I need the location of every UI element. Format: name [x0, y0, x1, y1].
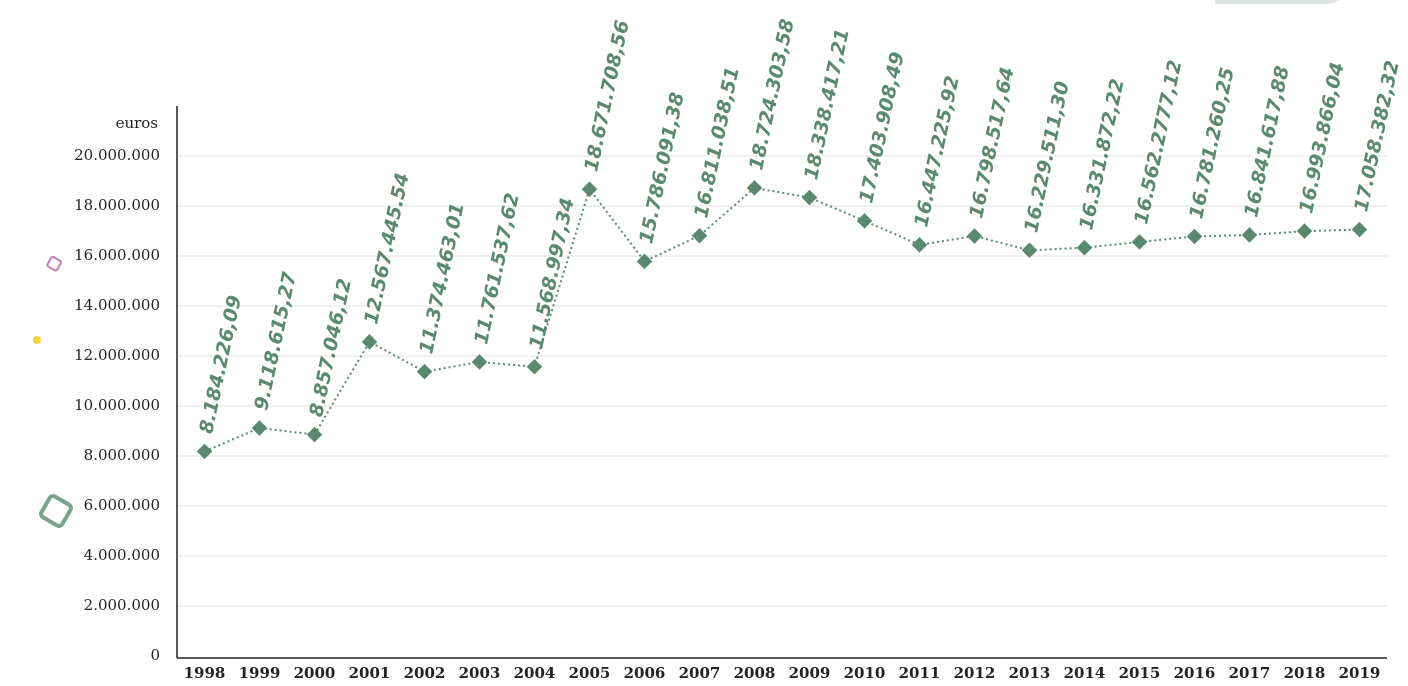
value-label: 16.993.866,04	[1295, 60, 1349, 215]
x-tick-label: 2016	[1174, 664, 1216, 682]
value-label: 16.331.872,22	[1075, 77, 1129, 232]
marker	[471, 354, 488, 370]
value-label: 16.798.517,64	[965, 65, 1019, 220]
marker	[196, 443, 213, 460]
y-tick-label: 6.000.000	[84, 496, 160, 514]
y-tick-label: 2.000.000	[84, 596, 160, 614]
x-tick-label: 2011	[899, 664, 941, 682]
marker	[361, 334, 378, 350]
decoration	[39, 494, 73, 528]
x-tick-label: 1998	[184, 664, 226, 682]
marker	[801, 189, 818, 206]
marker	[526, 358, 543, 375]
marker	[416, 363, 433, 380]
x-tick-label: 2014	[1064, 664, 1106, 682]
x-tick-label: 2019	[1339, 664, 1381, 682]
x-tick-label: 2009	[789, 664, 831, 682]
marker	[746, 180, 763, 196]
y-tick-label: 10.000.000	[74, 396, 160, 414]
x-tick-label: 2015	[1119, 664, 1161, 682]
value-label: 11.761.537,62	[470, 191, 524, 346]
value-label: 18.338.417,21	[800, 27, 854, 182]
decoration	[33, 336, 41, 344]
marker	[581, 181, 598, 197]
marker	[1076, 239, 1093, 256]
marker	[1296, 223, 1313, 239]
decoration	[46, 255, 62, 272]
marker	[911, 237, 928, 253]
value-label: 18.724.303,58	[745, 17, 799, 172]
value-label: 8.857.046,12	[305, 277, 356, 419]
value-label: 17.058.382,32	[1350, 59, 1404, 214]
x-tick-label: 2012	[954, 664, 996, 682]
x-tick-label: 1999	[239, 664, 281, 682]
y-tick-label: 4.000.000	[84, 546, 160, 564]
value-label: 16.841.617,88	[1240, 64, 1294, 219]
y-tick-label: 16.000.000	[74, 246, 160, 264]
x-tick-label: 2003	[459, 664, 501, 682]
marker	[856, 213, 873, 229]
marker	[1131, 234, 1148, 250]
value-label: 17.403.908,49	[855, 50, 909, 205]
value-label: 18.671.708,56	[580, 18, 634, 173]
y-axis-label: euros	[116, 114, 158, 132]
x-tick-label: 2001	[349, 664, 391, 682]
value-label: 12.567.445.54	[360, 171, 414, 326]
marker	[1241, 227, 1258, 243]
x-tick-label: 2018	[1284, 664, 1326, 682]
x-tick-label: 2013	[1009, 664, 1051, 682]
x-tick-label: 2008	[734, 664, 776, 682]
y-tick-label: 20.000.000	[74, 146, 160, 164]
value-label: 16.781.260,25	[1185, 66, 1239, 221]
marker	[306, 426, 323, 443]
x-tick-label: 2002	[404, 664, 446, 682]
value-label: 16.811.038,51	[690, 65, 744, 220]
x-tick-label: 2005	[569, 664, 611, 682]
value-label: 16.229.511,30	[1020, 79, 1074, 234]
y-tick-label: 0	[150, 646, 160, 664]
plot: 8.184.226,09 9.118.615,27 8.857.046,1212.5…	[195, 17, 1404, 460]
y-tick-label: 8.000.000	[84, 446, 160, 464]
x-tick-label: 2000	[294, 664, 336, 682]
value-label: 8.184.226,09	[195, 293, 246, 435]
grid	[177, 155, 1387, 607]
marker	[966, 228, 983, 244]
marker	[251, 420, 268, 436]
x-tick-label: 2006	[624, 664, 666, 682]
y-tick-label: 18.000.000	[74, 196, 160, 214]
y-tick-label: 12.000.000	[74, 346, 160, 364]
decoration	[1215, 0, 1340, 4]
marker	[1021, 242, 1038, 259]
y-tick-label: 14.000.000	[74, 296, 160, 314]
value-label: 11.374.463,01	[415, 201, 469, 356]
marker	[1351, 221, 1368, 238]
x-tick-label: 2010	[844, 664, 886, 682]
x-tick-label: 2017	[1229, 664, 1271, 682]
marker	[1186, 228, 1203, 245]
value-label: 15.786.091,38	[635, 90, 689, 245]
value-label: 16.562.2777,12	[1130, 58, 1186, 226]
x-tick-label: 2007	[679, 664, 721, 682]
value-label: 11.568.997,34	[525, 196, 579, 351]
value-label: 9.118.615,27	[250, 269, 301, 412]
x-tick-label: 2004	[514, 664, 556, 682]
